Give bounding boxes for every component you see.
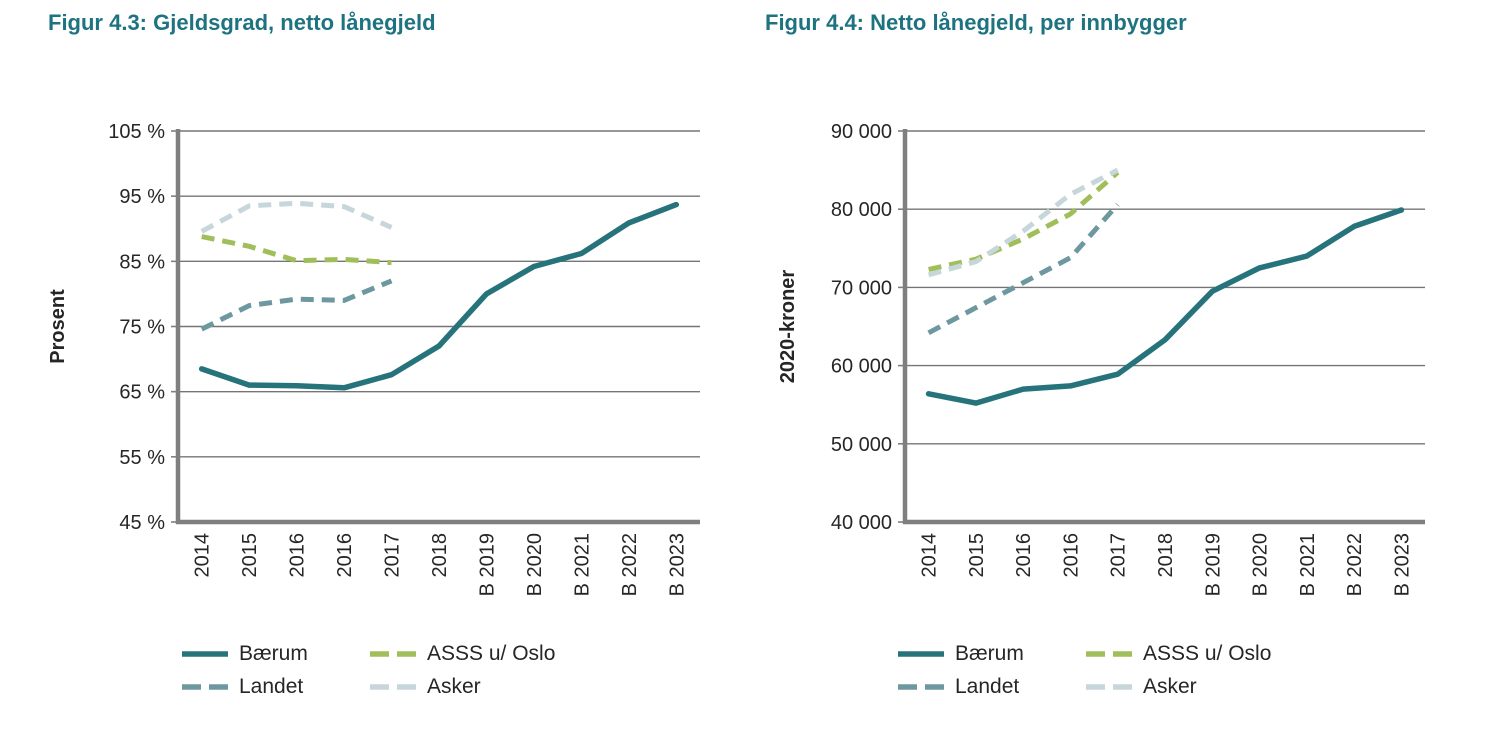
- legend-item-asss-u-oslo: ASSS u/ Oslo: [1086, 641, 1271, 667]
- x-category-label: B 2020: [1250, 533, 1272, 596]
- y-tick-label: 70 000: [831, 277, 892, 299]
- y-tick-label: 65 %: [119, 382, 165, 404]
- legend-item-asker: Asker: [1086, 674, 1197, 700]
- legend-item-asss-u-oslo: ASSS u/ Oslo: [370, 641, 555, 667]
- y-axis-title: Prosent: [47, 289, 69, 364]
- chart-title: Figur 4.3: Gjeldsgrad, netto lånegjeld: [48, 10, 436, 35]
- x-category-label: B 2020: [524, 533, 546, 596]
- x-category-label: B 2021: [1297, 533, 1319, 596]
- legend-label: Landet: [239, 675, 304, 698]
- legend-swatch: [1086, 651, 1132, 657]
- y-tick-label: 50 000: [831, 434, 892, 456]
- y-tick-label: 40 000: [831, 512, 892, 534]
- x-category-label: B 2021: [571, 533, 593, 596]
- y-axis-title: 2020-kroner: [777, 270, 799, 384]
- y-tick-label: 45 %: [119, 512, 165, 534]
- x-category-label: 2016: [1060, 533, 1082, 578]
- x-category-label: 2018: [1155, 533, 1177, 578]
- y-tick-label: 90 000: [831, 121, 892, 143]
- series-line-landet: [200, 278, 393, 332]
- chart-title: Figur 4.4: Netto lånegjeld, per innbygge…: [765, 10, 1187, 35]
- series-line-asker: [927, 167, 1119, 278]
- legend-label: ASSS u/ Oslo: [1143, 642, 1272, 665]
- x-category-label: 2015: [239, 533, 261, 578]
- y-tick-label: 95 %: [119, 186, 165, 208]
- x-category-label: B 2023: [666, 533, 688, 596]
- x-category-label: 2016: [287, 533, 309, 578]
- legend-item-b-rum: Bærum: [898, 641, 1024, 667]
- chart-canvas: 45 % 55 % 65 % 75 % 85 % 95 % 105 % 2014 2015 201…: [47, 121, 700, 596]
- legend-label: ASSS u/ Oslo: [427, 642, 556, 665]
- y-tick-label: 55 %: [119, 447, 165, 469]
- legend-swatch: [370, 684, 416, 690]
- legend-item-landet: Landet: [182, 674, 303, 700]
- x-category-label: B 2023: [1391, 533, 1413, 596]
- legend-label: Asker: [427, 675, 481, 698]
- legend-item-b-rum: Bærum: [182, 641, 308, 667]
- x-category-label: 2017: [1108, 533, 1130, 578]
- y-tick-label: 60 000: [831, 356, 892, 378]
- x-category-label: B 2022: [619, 533, 641, 596]
- legend-swatch: [898, 651, 944, 657]
- series-line-landet: [927, 202, 1120, 336]
- series-line-asss-u-oslo: [201, 234, 392, 266]
- legend-label: Landet: [955, 675, 1020, 698]
- legend-label: Bærum: [955, 642, 1024, 665]
- y-tick-label: 80 000: [831, 199, 892, 221]
- figure-4-3: Figur 4.3: Gjeldsgrad, netto lånegjeld 4…: [47, 10, 700, 700]
- legend-swatch: [182, 651, 228, 657]
- legend-label: Asker: [1143, 675, 1197, 698]
- series-line-b-rum: [198, 201, 680, 391]
- series-line-asss-u-oslo: [928, 170, 1120, 272]
- legend-item-asker: Asker: [370, 674, 481, 700]
- x-category-label: B 2019: [1202, 533, 1224, 596]
- legend-swatch: [898, 684, 944, 690]
- legend-swatch: [1086, 684, 1132, 690]
- x-category-label: 2018: [429, 533, 451, 578]
- series-line-b-rum: [925, 207, 1405, 406]
- legend-swatch: [182, 684, 228, 690]
- series-line-asker: [200, 200, 393, 234]
- legend-item-landet: Landet: [898, 674, 1019, 700]
- y-tick-label: 85 %: [119, 251, 165, 273]
- y-tick-label: 105 %: [108, 121, 165, 143]
- figure-4-4: Figur 4.4: Netto lånegjeld, per innbygge…: [750, 0, 1500, 732]
- x-category-label: B 2019: [476, 533, 498, 596]
- legend-swatch: [370, 651, 416, 657]
- x-category-label: B 2022: [1344, 533, 1366, 596]
- x-category-label: 2015: [966, 533, 988, 578]
- x-category-label: 2016: [1013, 533, 1035, 578]
- legend-label: Bærum: [239, 642, 308, 665]
- y-tick-label: 75 %: [119, 317, 165, 339]
- x-category-label: 2016: [334, 533, 356, 578]
- chart-canvas: 40 000 50 000 60 000 70 000 80 000 90 000 2014…: [777, 121, 1425, 596]
- x-category-label: 2014: [919, 533, 941, 578]
- x-category-label: 2014: [192, 533, 214, 578]
- x-category-label: 2017: [382, 533, 404, 578]
